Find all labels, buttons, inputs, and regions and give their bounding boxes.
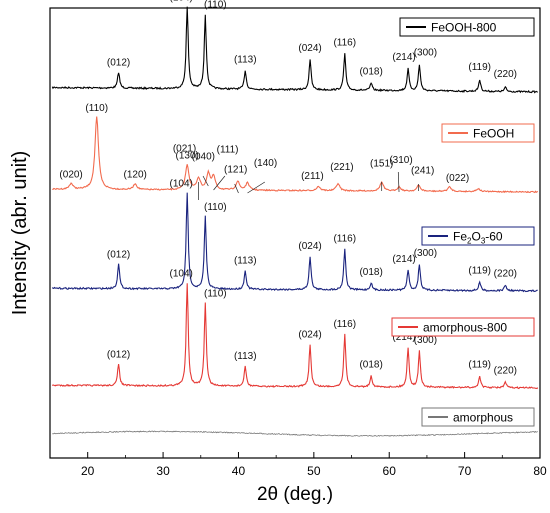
peak-label: (110) [204, 289, 227, 300]
legend-layer: FeOOH-800 FeOOH Fe2O3-60 amorphous-800 amorp… [391, 17, 535, 427]
peak-label: (104) [170, 268, 193, 279]
peak-label: (104) [170, 179, 193, 190]
legend-box [421, 407, 535, 427]
peak-label: (022) [446, 173, 469, 184]
y-axis-label: Intensity (abr. unit) [9, 151, 31, 316]
peak-label: (300) [414, 335, 437, 346]
peak-label: (151) [370, 159, 393, 170]
legend-label: amorphous-800 [423, 321, 507, 335]
peak-label: (300) [414, 248, 437, 259]
x-axis-label: 2θ (deg.) [257, 484, 333, 505]
peak-label: (119) [468, 266, 491, 277]
peak-label: (214) [392, 332, 415, 343]
peak-pointer [247, 181, 266, 194]
peak-pointer [234, 183, 239, 194]
peak-label: (113) [234, 351, 257, 362]
peak-label: (221) [330, 162, 353, 173]
peak-label: (119) [468, 62, 491, 73]
peak-label: (111) [217, 144, 239, 155]
peak-label: (012) [107, 350, 130, 361]
peak-label: (113) [234, 55, 257, 66]
peak-label: (110) [204, 0, 227, 11]
legend-box [441, 123, 535, 143]
peak-label: (220) [494, 269, 517, 280]
peak-label: (300) [414, 47, 437, 58]
legend-label: FeOOH-800 [431, 21, 497, 35]
legend-box [399, 17, 535, 37]
peak-label: (024) [298, 241, 321, 252]
legend-label: Fe2O3-60 [453, 230, 503, 246]
series-line-0 [51, 6, 539, 94]
peak-label: (214) [392, 254, 415, 265]
peak-label: (024) [298, 329, 321, 340]
x-tick-label: 30 [156, 464, 170, 478]
peak-label: (310) [389, 155, 412, 166]
peak-label: (040) [192, 151, 215, 162]
peak-label: (021) [173, 144, 196, 155]
peak-label: (241) [411, 166, 434, 177]
series-line-1 [52, 116, 539, 194]
series-line-2 [51, 192, 538, 293]
peak-pointer [397, 171, 400, 193]
x-axis-ticks: 20 30 40 50 60 70 80 [49, 452, 547, 478]
x-tick-label: 70 [458, 464, 472, 478]
legend-box [421, 226, 535, 246]
series-line-3 [51, 283, 539, 390]
peak-label: (012) [107, 58, 130, 69]
peak-label: (012) [107, 250, 130, 261]
peak-label: (214) [392, 52, 415, 63]
peak-pointer [213, 175, 226, 191]
plot-frame [49, 7, 541, 459]
peak-label: (120) [124, 170, 147, 181]
peak-label: (113) [234, 255, 257, 266]
peak-label: (220) [494, 69, 517, 80]
peak-label: (211) [301, 171, 324, 182]
peak-label: (018) [359, 267, 382, 278]
peak-label-layer: (012) (104) (110) (113) (024) (116) (018) (214)… [59, 0, 517, 377]
peak-label: (116) [333, 234, 356, 245]
peak-label: (121) [224, 165, 247, 176]
peak-label: (116) [333, 37, 356, 48]
peak-label: (140) [254, 158, 277, 169]
legend-label: FeOOH [473, 127, 514, 141]
peak-label: (024) [298, 43, 321, 54]
legend-box [391, 317, 535, 337]
peak-label: (018) [359, 66, 382, 77]
peak-label: (116) [333, 319, 356, 330]
x-tick-label: 50 [307, 464, 321, 478]
peak-label: (104) [170, 0, 193, 3]
x-tick-label: 20 [81, 464, 95, 478]
peak-label: (220) [494, 366, 517, 377]
peak-pointer [202, 175, 209, 187]
legend-label: amorphous [453, 411, 513, 425]
series-line-4 [52, 430, 538, 437]
peak-label: (119) [468, 360, 491, 371]
x-tick-label: 40 [232, 464, 246, 478]
peak-label: (018) [359, 360, 382, 371]
peak-label: (130) [176, 151, 199, 162]
peak-label: (110) [204, 202, 227, 213]
trace-layer [51, 6, 539, 437]
x-tick-label: 80 [533, 464, 547, 478]
peak-label: (020) [59, 170, 82, 181]
x-tick-label: 60 [383, 464, 397, 478]
peak-label: (110) [85, 103, 108, 114]
